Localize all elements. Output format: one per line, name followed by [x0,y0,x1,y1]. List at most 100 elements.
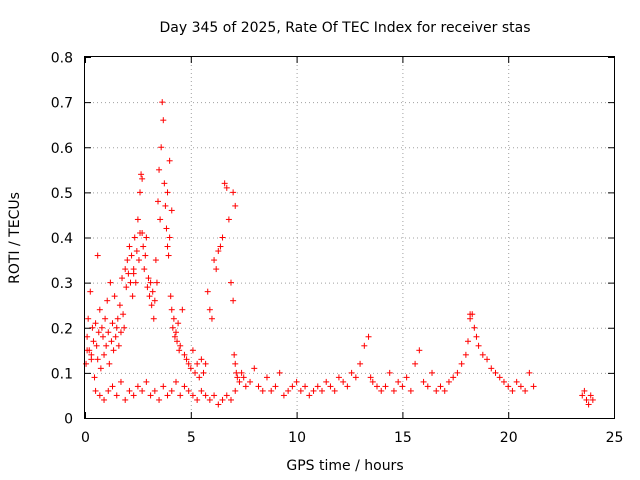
data-point [170,315,177,322]
data-point [228,279,235,286]
data-point [146,293,153,300]
data-point [83,360,90,367]
data-point [240,374,247,381]
data-point [110,347,117,354]
data-point [365,333,372,340]
data-point [143,378,150,385]
data-point [206,396,213,403]
data-point [155,198,162,205]
x-tick-label: 0 [81,430,90,446]
data-point [462,351,469,358]
data-point [223,392,230,399]
data-point [492,369,499,376]
data-point [187,365,194,372]
data-point [234,374,241,381]
data-point [96,306,103,313]
data-point [247,378,254,385]
x-axis-ticks: 0 5 10 15 20 25 [81,57,623,446]
data-point [202,360,209,367]
data-point [164,392,171,399]
data-point [164,243,171,250]
data-point [130,392,137,399]
data-point [181,383,188,390]
y-axis-ticks: 0 0.1 0.2 0.3 0.4 0.5 0.6 0.7 0.8 [51,51,614,428]
data-point [293,378,300,385]
data-point [174,338,181,345]
data-point [142,252,149,259]
data-point [125,270,132,277]
data-point [175,320,182,327]
data-point [139,175,146,182]
data-point [211,392,218,399]
data-point [221,180,228,187]
data-point [159,99,166,106]
data-point [198,387,205,394]
data-point [148,302,155,309]
data-point [150,315,157,322]
data-point [429,369,436,376]
data-point [123,284,130,291]
data-point [162,202,169,209]
data-point [361,342,368,349]
data-point [230,297,237,304]
data-point [132,279,139,286]
data-point [251,365,258,372]
data-point [106,360,113,367]
y-tick-label: 0.1 [51,366,73,382]
data-point [84,347,91,354]
data-point [297,387,304,394]
data-point [92,320,99,327]
data-point [112,333,119,340]
data-point [107,279,114,286]
data-point [289,383,296,390]
data-point [232,387,239,394]
data-point [90,338,97,345]
data-point [138,171,145,178]
data-point [464,338,471,345]
data-point [139,387,146,394]
data-point [479,351,486,358]
y-tick-label: 0.5 [51,186,73,202]
data-point [211,257,218,264]
data-point [340,378,347,385]
data-point [196,374,203,381]
data-point [526,369,533,376]
data-point [172,378,179,385]
data-point [102,315,109,322]
data-point [276,369,283,376]
data-point [390,387,397,394]
x-tick-label: 10 [288,430,306,446]
data-point [134,383,141,390]
data-point [420,378,427,385]
data-point [272,383,279,390]
data-point [530,383,537,390]
data-point [509,387,516,394]
data-point [114,315,121,322]
data-point [147,279,154,286]
data-point [104,297,111,304]
data-point [156,166,163,173]
data-point [202,392,209,399]
data-point [109,383,116,390]
x-tick-label: 15 [394,430,412,446]
data-point [223,184,230,191]
data-point [144,284,151,291]
data-point [164,189,171,196]
data-point [119,275,126,282]
data-point [496,374,503,381]
data-point [105,387,112,394]
data-point [117,329,124,336]
data-point [473,333,480,340]
data-point [374,383,381,390]
data-point [198,356,205,363]
x-tick-label: 25 [606,430,624,446]
data-point [395,378,402,385]
data-point [200,369,207,376]
data-points [83,99,596,408]
data-point [369,378,376,385]
data-point [587,392,594,399]
data-point [382,383,389,390]
data-point [181,351,188,358]
data-point [126,243,133,250]
data-point [331,387,338,394]
